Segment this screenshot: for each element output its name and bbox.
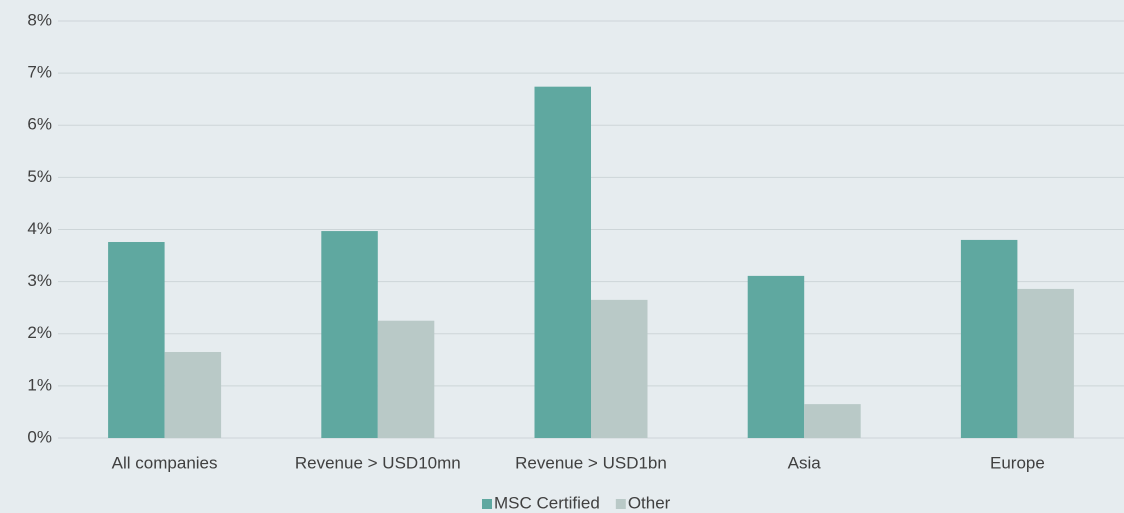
bar — [960, 239, 1018, 438]
legend-label: MSC Certified — [494, 493, 600, 512]
y-tick-label: 0% — [27, 427, 52, 446]
x-tick-label: Europe — [990, 453, 1045, 472]
bar — [1017, 288, 1074, 438]
legend-swatch — [615, 499, 626, 509]
y-tick-label: 2% — [27, 323, 52, 342]
bar — [108, 242, 165, 438]
y-tick-label: 3% — [27, 271, 52, 290]
x-tick-label: Asia — [788, 453, 822, 472]
y-tick-label: 7% — [27, 63, 52, 82]
bar — [534, 86, 591, 439]
legend-swatch — [482, 499, 492, 509]
x-tick-label: Revenue > USD1bn — [515, 453, 667, 472]
y-tick-label: 1% — [27, 375, 52, 394]
y-tick-label: 6% — [27, 115, 52, 134]
bar — [321, 231, 378, 438]
legend-label: Other — [628, 493, 671, 512]
bar — [804, 404, 861, 438]
y-tick-label: 5% — [27, 167, 52, 186]
x-tick-label: Revenue > USD10mn — [295, 453, 461, 472]
y-tick-label: 8% — [27, 10, 52, 29]
y-tick-label: 4% — [27, 219, 52, 238]
bar — [164, 351, 222, 438]
bar — [591, 299, 648, 438]
x-tick-label: All companies — [112, 453, 218, 472]
bar — [377, 320, 435, 438]
bar — [747, 275, 805, 438]
